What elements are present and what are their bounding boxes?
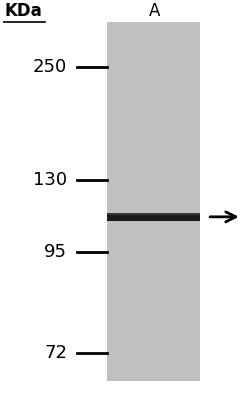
Text: 72: 72: [44, 344, 67, 362]
Bar: [107, 22, 200, 380]
Text: KDa: KDa: [4, 2, 42, 20]
Bar: [107, 212, 200, 221]
Text: A: A: [149, 2, 160, 20]
Text: 95: 95: [44, 243, 67, 261]
Text: 130: 130: [33, 171, 67, 189]
Text: 250: 250: [33, 58, 67, 76]
Bar: [107, 212, 200, 215]
